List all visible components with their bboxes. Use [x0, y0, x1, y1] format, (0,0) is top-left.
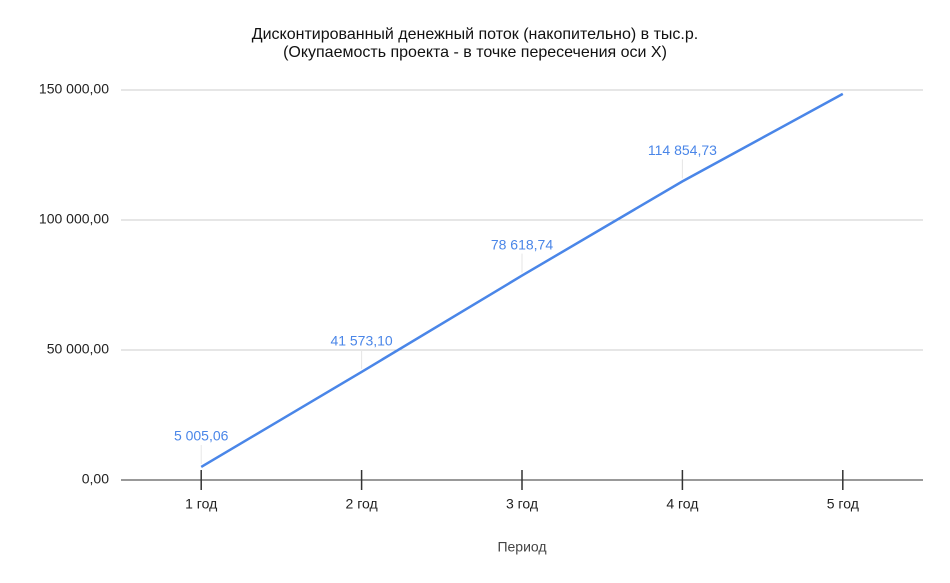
data-label: 41 573,10	[330, 333, 392, 349]
x-tick-label: 2 год	[346, 496, 378, 512]
x-tick-label: 5 год	[827, 496, 859, 512]
x-tick-label: 3 год	[506, 496, 538, 512]
y-tick-label: 100 000,00	[39, 211, 109, 227]
chart-subtitle: (Окупаемость проекта - в точке пересечен…	[283, 44, 667, 61]
y-tick-label: 0,00	[82, 471, 109, 487]
data-label: 114 854,73	[648, 142, 717, 158]
x-tick-label: 4 год	[666, 496, 698, 512]
data-label: 78 618,74	[491, 236, 553, 252]
chart-title: Дисконтированный денежный поток (накопит…	[252, 26, 698, 43]
y-tick-label: 150 000,00	[39, 81, 109, 97]
x-axis-title: Период	[497, 539, 546, 555]
y-tick-label: 50 000,00	[47, 341, 109, 357]
line-series	[200, 92, 844, 469]
x-tick-label: 1 год	[185, 496, 217, 512]
data-label: 5 005,06	[174, 428, 229, 444]
